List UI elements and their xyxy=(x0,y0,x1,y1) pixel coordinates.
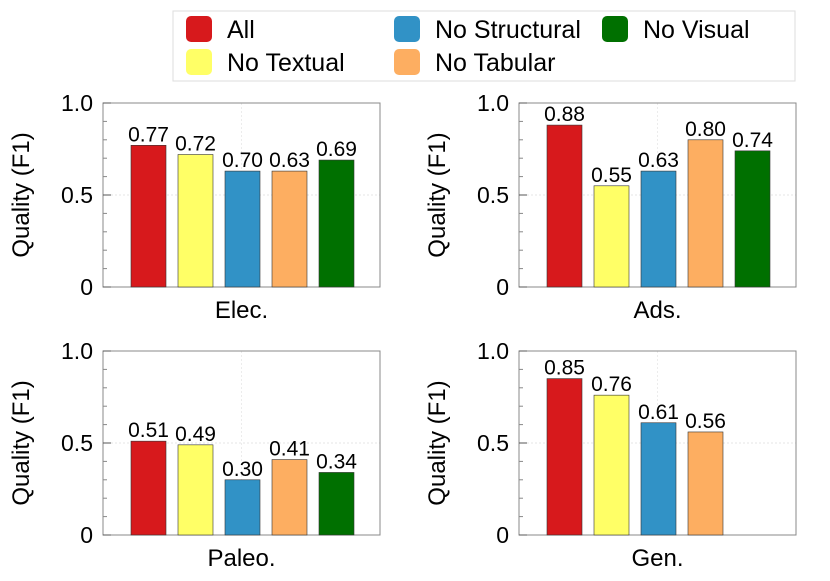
y-tick-label: 0 xyxy=(496,274,509,300)
y-axis-label: Quality (F1) xyxy=(424,380,451,505)
legend-swatch-no-tabular xyxy=(394,49,420,75)
y-tick-label: 1.0 xyxy=(477,338,509,364)
bar-no-structural xyxy=(224,170,261,288)
legend-swatch-no-visual xyxy=(602,16,628,42)
bar-no-structural xyxy=(224,479,261,536)
bar-all xyxy=(130,440,167,536)
y-axis-label: Quality (F1) xyxy=(424,132,451,257)
bar-no-structural xyxy=(640,170,677,288)
bar-no-tabular xyxy=(271,459,308,536)
data-label-no-textual: 0.55 xyxy=(591,164,632,187)
legend-label-no-visual: No Visual xyxy=(643,16,750,44)
y-tick-label: 0.5 xyxy=(477,182,509,208)
bar-no-tabular xyxy=(687,139,724,288)
x-axis-label: Ads. xyxy=(633,297,681,324)
bar-no-tabular xyxy=(271,170,308,288)
bar-no-structural xyxy=(640,422,677,536)
x-axis-label: Elec. xyxy=(215,297,268,324)
y-axis-label: Quality (F1) xyxy=(8,380,35,505)
y-tick-label: 0.5 xyxy=(477,430,509,456)
bar-all xyxy=(546,378,583,536)
data-label-all: 0.51 xyxy=(128,419,169,442)
data-label-all: 0.85 xyxy=(544,357,585,380)
bar-no-textual xyxy=(177,154,214,288)
data-label-no-tabular: 0.63 xyxy=(269,149,310,172)
data-label-no-tabular: 0.80 xyxy=(685,118,726,141)
data-label-no-tabular: 0.41 xyxy=(269,438,310,461)
legend-swatch-all xyxy=(186,16,212,42)
y-tick-label: 0 xyxy=(80,522,93,548)
bar-no-textual xyxy=(177,444,214,536)
data-label-no-visual: 0.74 xyxy=(732,129,773,152)
data-label-no-visual: 0.34 xyxy=(316,450,357,473)
y-tick-label: 1.0 xyxy=(61,90,93,116)
legend-label-no-tabular: No Tabular xyxy=(435,49,555,77)
legend-frame xyxy=(172,10,796,82)
panel-ads: 0 0.5 1.0 Quality (F1) Ads. 0.88 0.55 0.63 0.80 0… xyxy=(424,90,797,324)
bar-all xyxy=(546,124,583,288)
data-label-no-tabular: 0.56 xyxy=(685,410,726,433)
data-label-all: 0.88 xyxy=(544,103,585,126)
y-tick-label: 0.5 xyxy=(61,182,93,208)
legend-label-no-textual: No Textual xyxy=(227,49,345,77)
data-label-no-textual: 0.76 xyxy=(591,373,632,396)
bar-all xyxy=(130,145,167,288)
legend-label-all: All xyxy=(227,16,255,44)
data-label-no-structural: 0.63 xyxy=(638,149,679,172)
bar-no-textual xyxy=(593,185,630,288)
y-tick-label: 0 xyxy=(80,274,93,300)
data-label-no-textual: 0.72 xyxy=(175,133,216,156)
x-axis-label: Gen. xyxy=(631,545,683,572)
data-label-no-visual: 0.69 xyxy=(316,138,357,161)
data-label-all: 0.77 xyxy=(128,123,169,146)
legend: All No Textual No Structural No Tabular No V… xyxy=(172,10,796,82)
y-tick-label: 1.0 xyxy=(61,338,93,364)
panel-paleo: 0 0.5 1.0 Quality (F1) Paleo. 0.51 0.49 0.30 0.4… xyxy=(8,338,381,572)
legend-swatch-no-textual xyxy=(186,49,212,75)
legend-swatch-no-structural xyxy=(394,16,420,42)
data-label-no-structural: 0.61 xyxy=(638,401,679,424)
bar-no-textual xyxy=(593,394,630,536)
panel-gen: 0 0.5 1.0 Quality (F1) Gen. 0.85 0.76 0.61 0.56 xyxy=(424,338,797,572)
bar-no-tabular xyxy=(687,431,724,536)
x-axis-label: Paleo. xyxy=(207,545,275,572)
bar-no-visual xyxy=(734,150,771,288)
y-axis-label: Quality (F1) xyxy=(8,132,35,257)
legend-label-no-structural: No Structural xyxy=(435,16,581,44)
y-tick-label: 1.0 xyxy=(477,90,509,116)
panel-elec: 0 0.5 1.0 Quality (F1) Elec. 0.77 0.72 0.70 0.63… xyxy=(8,90,381,324)
y-tick-label: 0 xyxy=(496,522,509,548)
bar-no-visual xyxy=(318,472,355,536)
bar-no-visual xyxy=(318,159,355,288)
data-label-no-structural: 0.30 xyxy=(222,458,263,481)
y-tick-label: 0.5 xyxy=(61,430,93,456)
data-label-no-textual: 0.49 xyxy=(175,423,216,446)
data-label-no-structural: 0.70 xyxy=(222,149,263,172)
chart-panels: 0 0.5 1.0 Quality (F1) Elec. 0.77 0.72 0.70 0.63… xyxy=(8,90,797,572)
